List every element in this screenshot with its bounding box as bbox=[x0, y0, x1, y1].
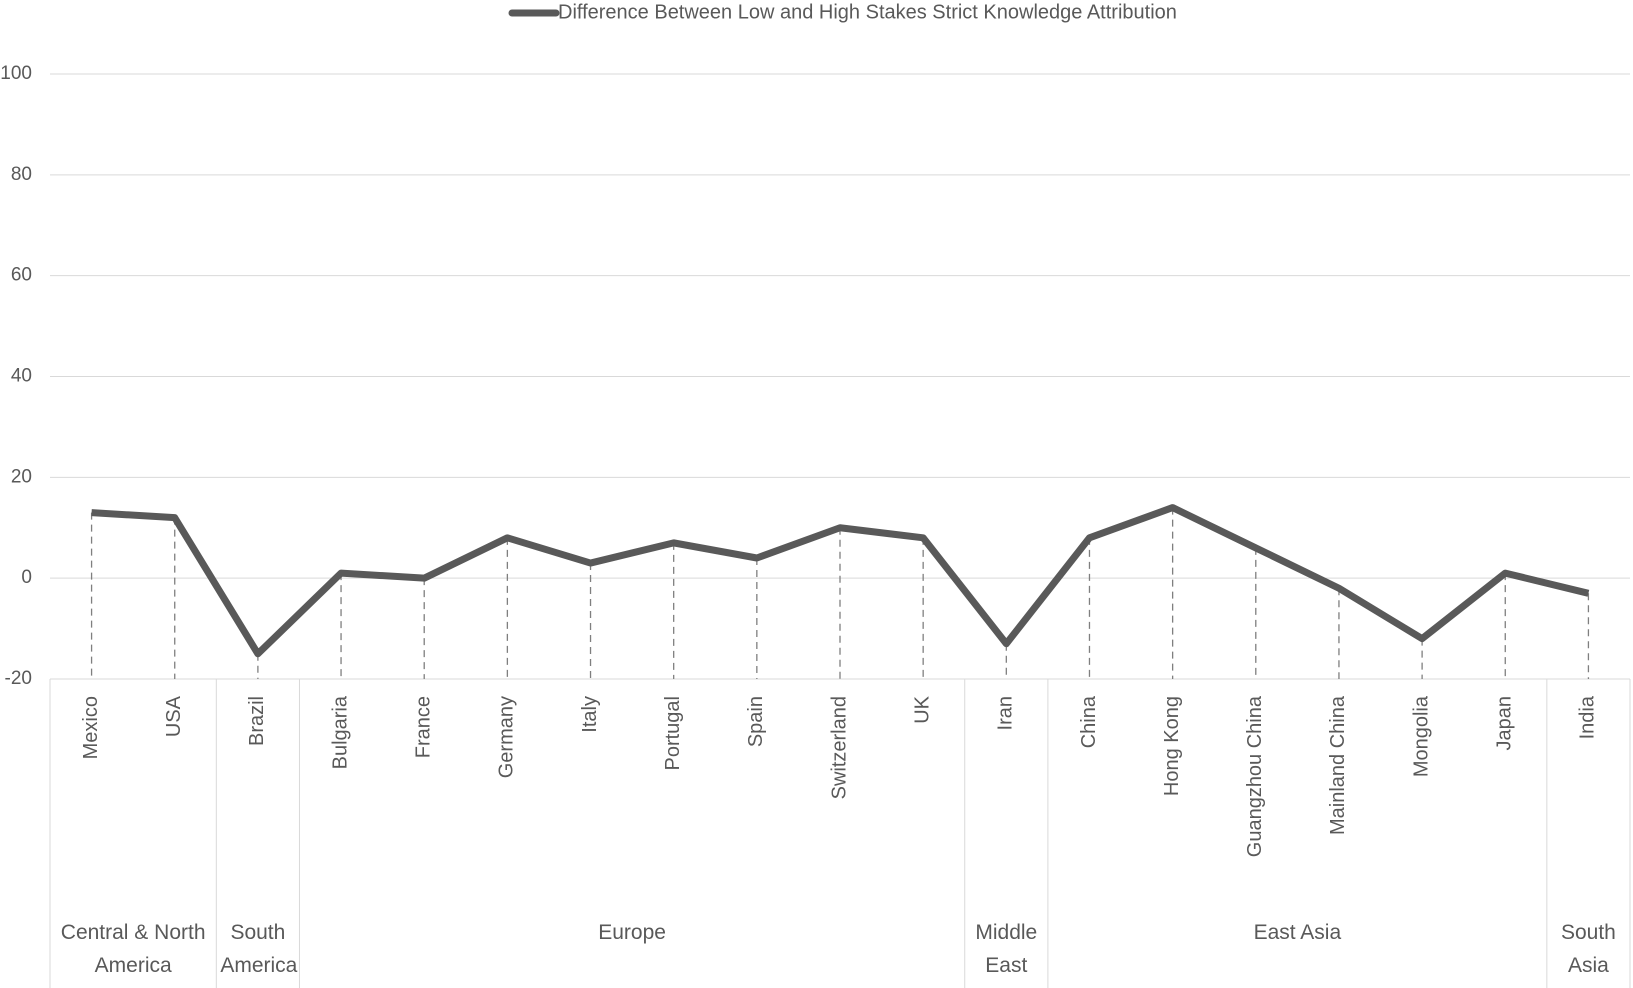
x-tick-label: Japan bbox=[1494, 696, 1516, 751]
x-tick-label: Hong Kong bbox=[1161, 696, 1183, 796]
y-tick-label: 0 bbox=[21, 567, 32, 588]
x-tick-label: Bulgaria bbox=[329, 695, 351, 769]
y-tick-label: 80 bbox=[11, 164, 32, 185]
group-label: South America bbox=[220, 921, 298, 977]
x-tick-label: Iran bbox=[995, 696, 1017, 730]
y-tick-label: 20 bbox=[11, 466, 32, 487]
x-tick-label: Germany bbox=[496, 696, 518, 778]
x-tick-label: USA bbox=[163, 695, 185, 737]
x-tick-label: Mongolia bbox=[1410, 695, 1432, 777]
x-tick-label: Italy bbox=[579, 696, 601, 733]
group-label: Central & North America bbox=[60, 921, 206, 977]
x-tick-label: Spain bbox=[745, 696, 767, 747]
x-tick-label: Brazil bbox=[246, 696, 268, 746]
y-tick-label: -20 bbox=[5, 668, 32, 689]
x-tick-label: Portugal bbox=[662, 696, 684, 771]
series-line bbox=[91, 504, 1590, 658]
x-tick-label: Mexico bbox=[80, 696, 102, 759]
y-tick-label: 100 bbox=[0, 63, 32, 84]
x-tick-label: France bbox=[412, 696, 434, 758]
x-tick-label: India bbox=[1577, 695, 1599, 739]
y-tick-label: 40 bbox=[11, 366, 32, 387]
x-tick-label: Switzerland bbox=[828, 696, 850, 799]
legend-label: Difference Between Low and High Stakes S… bbox=[558, 1, 1177, 23]
group-label: Europe bbox=[598, 921, 666, 944]
group-label: East Asia bbox=[1253, 921, 1342, 944]
x-tick-label: China bbox=[1078, 695, 1100, 748]
group-label: Middle East bbox=[975, 921, 1038, 977]
x-tick-label: Guangzhou China bbox=[1244, 695, 1266, 857]
x-tick-label: UK bbox=[911, 695, 933, 723]
group-label: South Asia bbox=[1560, 921, 1616, 977]
y-tick-label: 60 bbox=[11, 265, 32, 286]
x-tick-label: Mainland China bbox=[1327, 695, 1349, 835]
